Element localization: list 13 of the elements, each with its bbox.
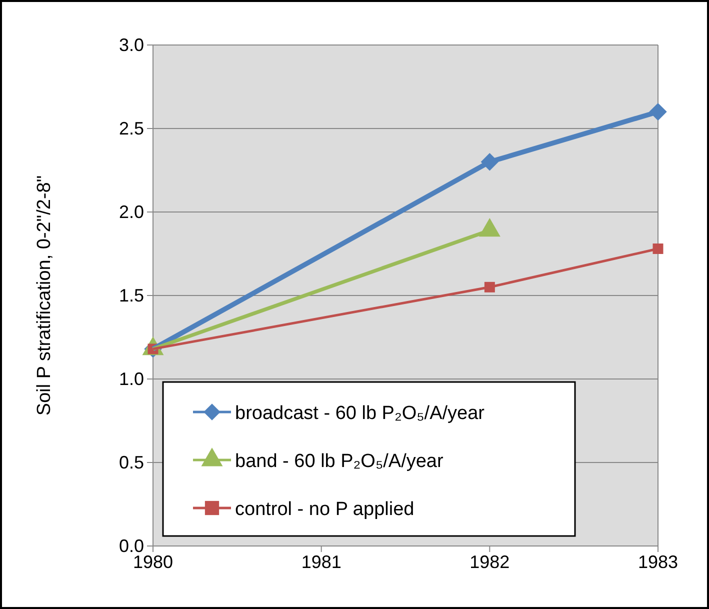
y-tick-label: 1.0 [118,368,144,389]
y-tick-label: 2.0 [118,202,144,222]
y-tick-label: 2.5 [118,118,144,138]
x-tick-label: 1981 [301,552,342,572]
y-tick-label: 3.0 [118,34,144,55]
legend-label: broadcast - 60 lb P₂O₅/A/year [235,403,486,424]
legend-label: control - no P applied [235,499,414,520]
legend-label: band - 60 lb P₂O₅/A/year [235,451,444,472]
y-tick-label: 0.5 [118,452,144,472]
y-axis-title: Soil P stratification, 0-2"/2-8" [34,175,55,416]
y-tick-label: 1.5 [118,285,144,306]
x-tick-label: 1983 [638,552,678,572]
x-tick-label: 1982 [470,552,510,572]
